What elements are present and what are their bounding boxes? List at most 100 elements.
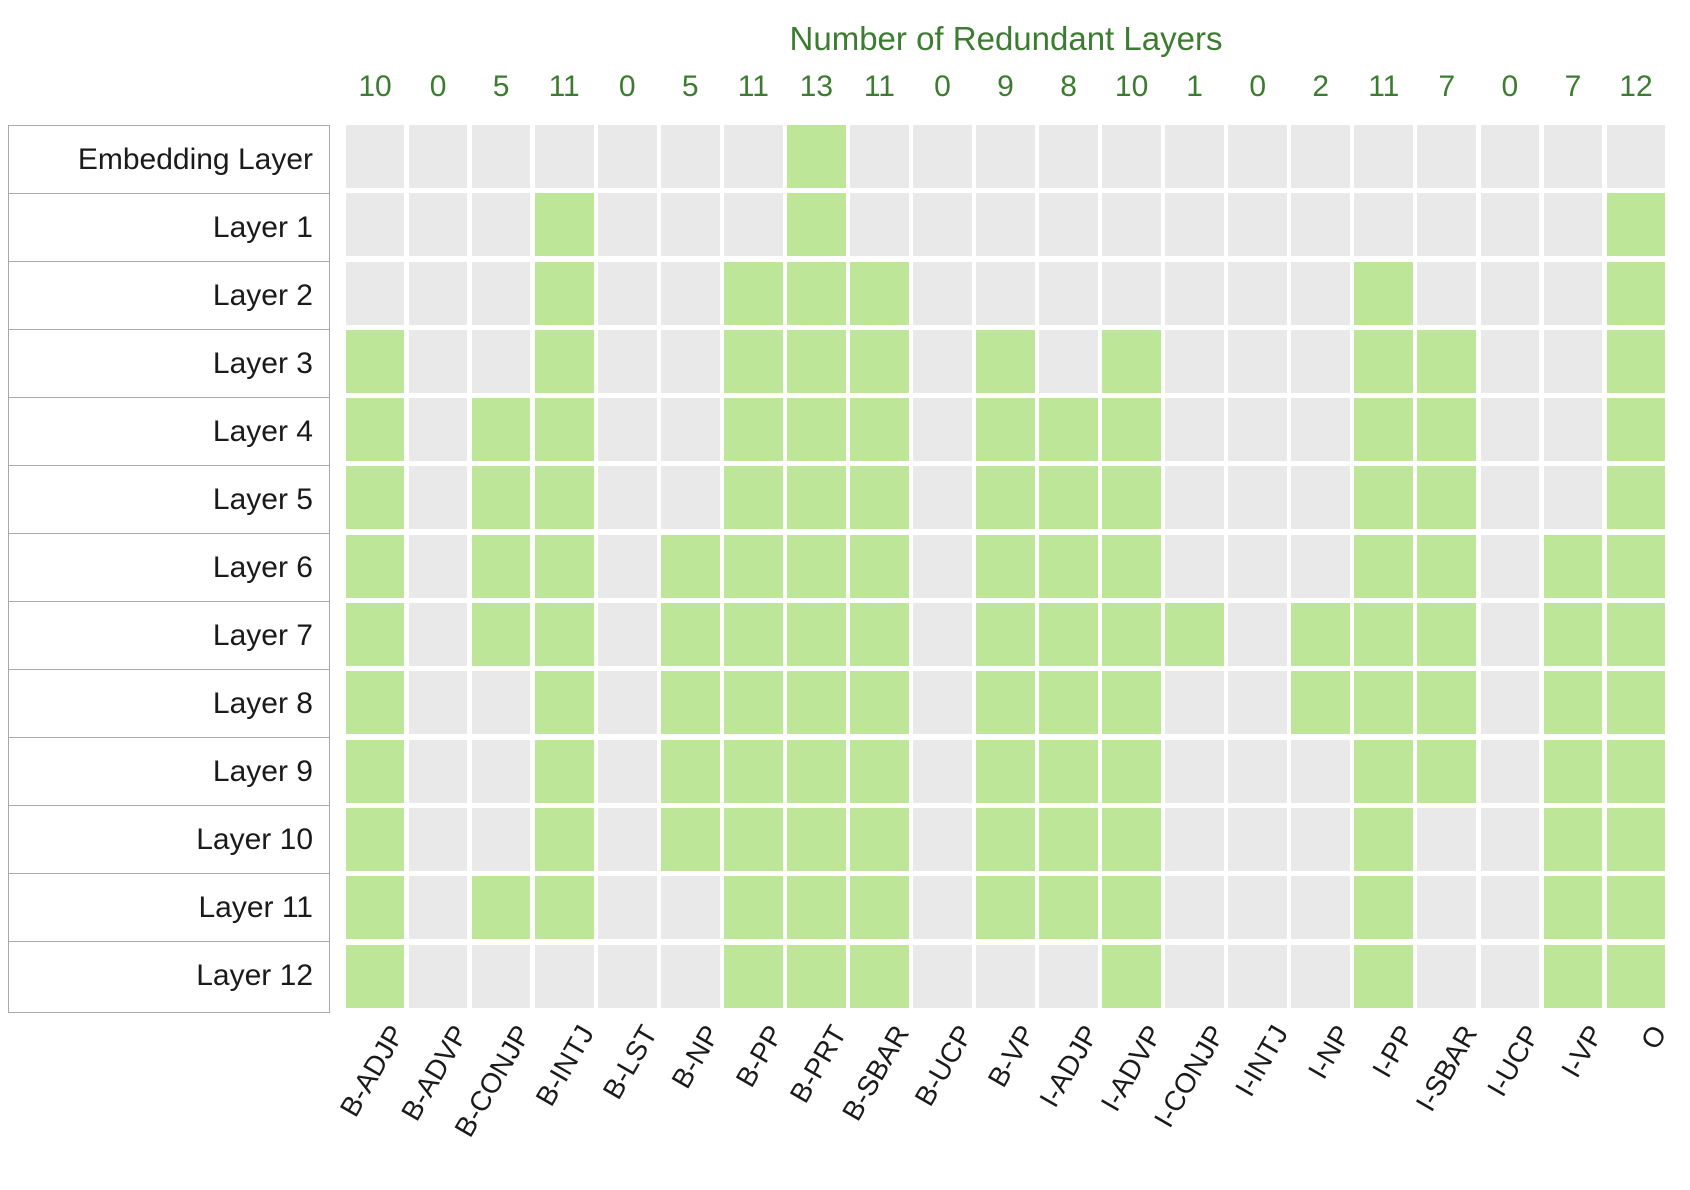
heatmap-cell [1165,534,1224,598]
heatmap-cell [471,261,531,325]
heatmap-cell [408,944,468,1008]
heatmap-cell [1291,193,1351,257]
row-label: Layer 7 [9,602,329,670]
heatmap-cell [597,671,657,735]
heatmap-cell [408,193,468,257]
heatmap-cell [850,876,909,940]
heatmap-cell [1354,125,1414,188]
heatmap-cell [660,807,720,871]
heatmap-cell [1543,603,1603,667]
heatmap-cell [1480,534,1540,598]
heatmap-cell [471,466,531,530]
row-label: Layer 5 [9,466,329,534]
heatmap-cell [1039,671,1098,735]
heatmap-cell [850,125,909,188]
column-count-I-ADJP: 8 [1060,70,1077,103]
heatmap-cell [723,398,783,462]
heatmap-cell [723,125,783,188]
heatmap-cell [471,671,531,735]
heatmap-cell [1102,671,1161,735]
heatmap-cell [1354,398,1414,462]
heatmap-cell [850,398,909,462]
heatmap-cell [345,739,405,803]
heatmap-cell [1228,398,1288,462]
heatmap-cell [1543,261,1603,325]
heatmap-cell [850,329,909,393]
redundancy-heatmap [345,125,1666,1008]
heatmap-cell [1228,944,1288,1008]
heatmap-cell [597,534,657,598]
heatmap-cell [913,876,972,940]
column-count-B-SBAR: 11 [863,70,895,103]
heatmap-cell [1480,603,1540,667]
heatmap-cell [1102,807,1161,871]
heatmap-cell [1480,329,1540,393]
heatmap-cell [1480,876,1540,940]
row-label: Layer 3 [9,330,329,398]
heatmap-cell [597,466,657,530]
column-count-B-CONJP: 5 [492,70,510,103]
x-tick-label: B-PRT [783,1020,853,1108]
heatmap-cell [597,603,657,667]
heatmap-cell [1165,329,1224,393]
heatmap-cell [1417,603,1477,667]
heatmap-cell [1354,603,1414,667]
heatmap-cell [723,671,783,735]
heatmap-cell [1291,261,1351,325]
heatmap-cell [597,944,657,1008]
heatmap-cell [471,125,531,188]
heatmap-cell [913,466,972,530]
column-count-I-NP: 2 [1312,70,1330,103]
heatmap-cell [1480,398,1540,462]
heatmap-cell [1165,125,1224,188]
heatmap-cell [1039,398,1098,462]
heatmap-cell [1417,125,1477,188]
row-label-panel: Embedding Layer Layer 1 Layer 2 Layer 3 Laye… [8,125,330,1013]
column-count-B-UCP: 0 [934,70,951,103]
heatmap-cell [534,534,594,598]
heatmap-cell [345,876,405,940]
heatmap-cell [345,807,405,871]
heatmap-cell [1606,739,1666,803]
heatmap-cell [660,534,720,598]
heatmap-cell [913,807,972,871]
heatmap-cell [787,876,846,940]
heatmap-cell [471,807,531,871]
heatmap-cell [1165,466,1224,530]
heatmap-cell [723,193,783,257]
heatmap-cell [1417,466,1477,530]
heatmap-cell [1480,944,1540,1008]
x-tick-label: B-NP [665,1020,727,1094]
heatmap-cell [345,671,405,735]
heatmap-cell [976,125,1035,188]
heatmap-cell [1039,466,1098,530]
column-count-I-CONJP: 1 [1186,70,1203,103]
heatmap-cell [534,671,594,735]
heatmap-cell [1039,739,1098,803]
heatmap-cell [345,125,405,188]
heatmap-cell [1102,261,1161,325]
heatmap-cell [534,466,594,530]
heatmap-cell [597,261,657,325]
row-label: Embedding Layer [9,126,329,194]
x-tick-label: B-PP [729,1020,790,1093]
x-tick-label: I-NP [1302,1020,1357,1084]
heatmap-cell [850,466,909,530]
heatmap-cell [787,466,846,530]
heatmap-cell [1417,876,1477,940]
heatmap-cell [1354,534,1414,598]
x-tick-label: I-UCP [1481,1020,1547,1102]
heatmap-cell [1165,603,1224,667]
heatmap-cell [1354,329,1414,393]
heatmap-cell [534,329,594,393]
heatmap-cell [1354,261,1414,325]
column-count-I-ADVP: 10 [1114,70,1149,103]
heatmap-cell [1354,876,1414,940]
heatmap-cell [1165,671,1224,735]
column-count-I-UCP: 0 [1501,70,1519,103]
heatmap-cell [1417,398,1477,462]
heatmap-cell [1480,261,1540,325]
heatmap-cell [660,193,720,257]
heatmap-cell [1291,671,1351,735]
heatmap-cell [1417,329,1477,393]
